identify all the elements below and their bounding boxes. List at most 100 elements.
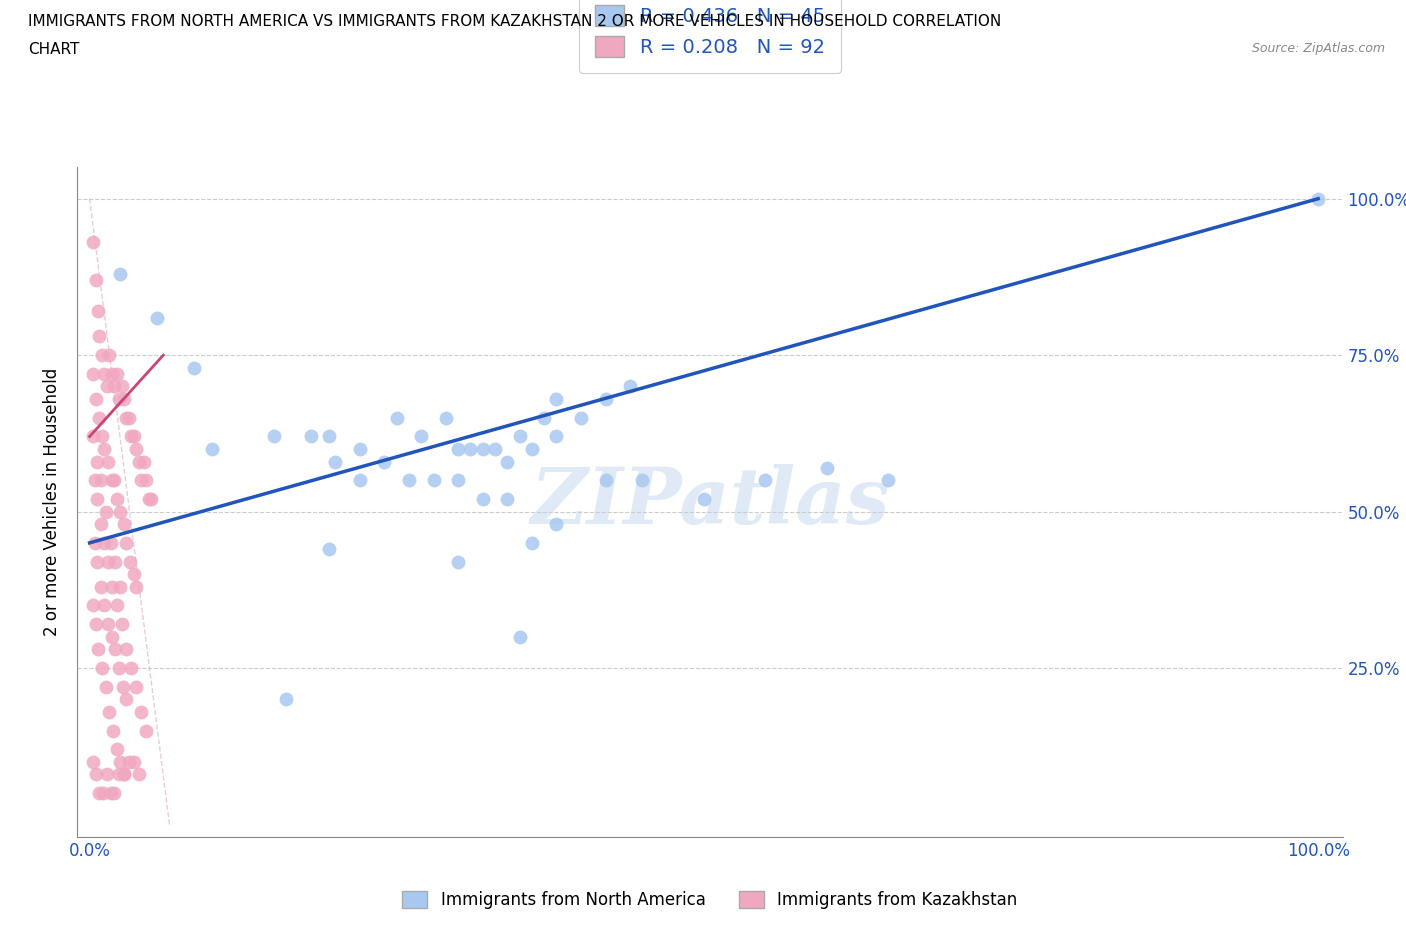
Point <box>631 472 654 487</box>
Point <box>110 504 132 519</box>
Point <box>89 410 111 425</box>
Point <box>96 767 118 782</box>
Point <box>447 472 470 487</box>
Point <box>877 472 900 487</box>
Point <box>110 579 132 594</box>
Point <box>98 704 121 719</box>
Point <box>105 598 128 613</box>
Point <box>93 536 115 551</box>
Point <box>125 442 148 457</box>
Point <box>546 392 568 406</box>
Point <box>90 579 112 594</box>
Point <box>129 472 152 487</box>
Text: CHART: CHART <box>28 42 80 57</box>
Point <box>546 429 568 444</box>
Point <box>112 767 135 782</box>
Point <box>94 504 117 519</box>
Point <box>100 536 122 551</box>
Point <box>128 454 150 469</box>
Point <box>97 554 120 569</box>
Point <box>115 692 138 707</box>
Point <box>619 379 641 394</box>
Text: IMMIGRANTS FROM NORTH AMERICA VS IMMIGRANTS FROM KAZAKHSTAN 2 OR MORE VEHICLES I: IMMIGRANTS FROM NORTH AMERICA VS IMMIGRA… <box>28 14 1001 29</box>
Point <box>385 410 408 425</box>
Point <box>100 472 122 487</box>
Point <box>100 366 122 381</box>
Point <box>100 579 122 594</box>
Point <box>520 536 543 551</box>
Point <box>115 536 138 551</box>
Point <box>484 442 506 457</box>
Point <box>110 754 132 769</box>
Point <box>100 630 122 644</box>
Point <box>138 492 160 507</box>
Point <box>86 454 108 469</box>
Point <box>422 472 444 487</box>
Point <box>546 517 568 532</box>
Point <box>125 680 148 695</box>
Point <box>115 642 138 657</box>
Point <box>434 410 457 425</box>
Point <box>118 754 141 769</box>
Point <box>93 598 115 613</box>
Point <box>509 630 531 644</box>
Point <box>128 767 150 782</box>
Text: ZIPatlas: ZIPatlas <box>530 464 890 540</box>
Point <box>398 472 420 487</box>
Legend: Immigrants from North America, Immigrants from Kazakhstan: Immigrants from North America, Immigrant… <box>396 884 1024 916</box>
Point <box>105 492 128 507</box>
Point <box>97 617 120 631</box>
Point <box>91 786 114 801</box>
Point <box>815 460 838 475</box>
Point <box>110 266 132 281</box>
Point <box>82 754 104 769</box>
Point <box>84 617 107 631</box>
Point <box>122 754 145 769</box>
Point <box>120 554 142 569</box>
Point <box>103 472 125 487</box>
Point <box>349 472 371 487</box>
Point <box>349 442 371 457</box>
Point <box>1308 192 1330 206</box>
Point <box>318 541 340 556</box>
Point <box>122 429 145 444</box>
Point <box>595 392 617 406</box>
Point <box>103 379 125 394</box>
Point <box>411 429 433 444</box>
Point <box>318 429 340 444</box>
Point <box>263 429 285 444</box>
Point <box>82 235 104 250</box>
Point <box>82 598 104 613</box>
Point <box>569 410 592 425</box>
Point <box>112 392 135 406</box>
Point <box>110 617 132 631</box>
Point <box>86 492 108 507</box>
Point <box>105 742 128 757</box>
Point <box>108 767 131 782</box>
Point <box>82 366 104 381</box>
Point <box>447 554 470 569</box>
Point <box>104 642 127 657</box>
Point <box>111 680 134 695</box>
Point <box>118 410 141 425</box>
Point <box>120 429 142 444</box>
Point <box>115 410 138 425</box>
Point <box>98 348 121 363</box>
Point <box>101 724 124 738</box>
Point <box>82 429 104 444</box>
Point <box>97 454 120 469</box>
Point <box>86 554 108 569</box>
Point <box>90 348 112 363</box>
Point <box>754 472 776 487</box>
Point <box>103 786 125 801</box>
Point <box>104 554 127 569</box>
Point <box>201 442 224 457</box>
Point <box>323 454 346 469</box>
Point <box>87 304 110 319</box>
Point <box>90 472 112 487</box>
Point <box>112 767 135 782</box>
Point <box>89 329 111 344</box>
Point <box>90 660 112 675</box>
Point <box>84 392 107 406</box>
Point <box>520 442 543 457</box>
